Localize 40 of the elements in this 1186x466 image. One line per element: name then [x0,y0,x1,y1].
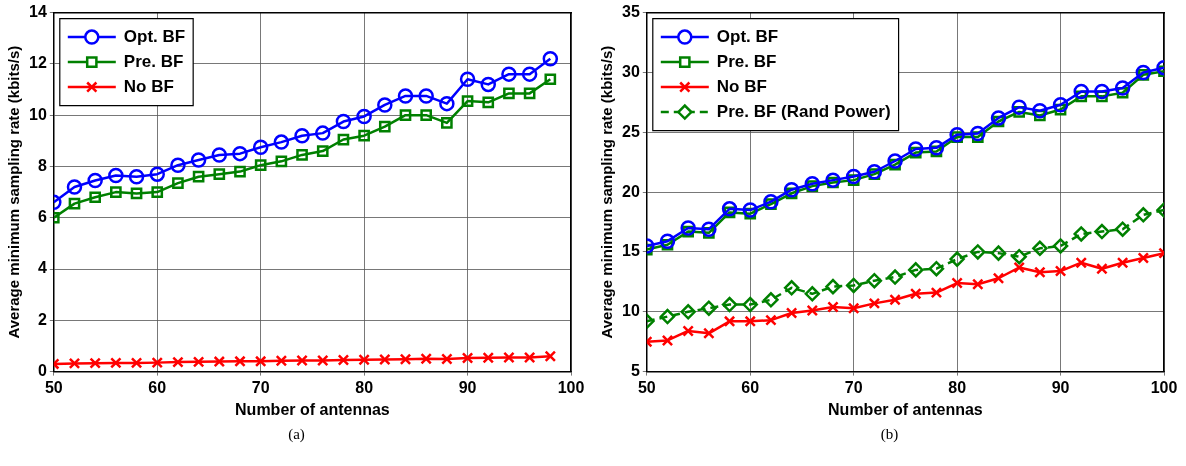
x-axis-title: Number of antennas [235,400,390,418]
x-tick-label: 80 [355,378,374,396]
y-tick-label: 0 [37,362,47,380]
x-axis-title: Number of antennas [828,400,983,418]
legend-label: Pre. BF [716,51,777,71]
y-axis-title: Average minimum sampling rate (kbits/s) [598,45,616,339]
x-tick-label: 100 [557,378,585,396]
y-tick-label: 10 [29,105,47,123]
legend-label: Pre. BF [123,51,184,71]
legend-label: Opt. BF [123,26,186,46]
x-tick-label: 60 [148,378,167,396]
y-tick-label: 10 [622,302,640,320]
text: (b) [879,426,900,443]
x-tick-label: 80 [948,378,967,396]
legend-label: Pre. BF (Rand Power) [716,101,891,121]
x-tick-label: 100 [1150,378,1178,396]
y-tick-label: 5 [630,362,640,380]
y-tick-label: 6 [37,208,47,226]
y-tick-label: 20 [622,182,640,200]
x-tick-label: 70 [251,378,270,396]
y-tick-label: 12 [29,54,47,72]
y-tick-label: 4 [37,259,47,277]
legend-label: Opt. BF [716,26,779,46]
y-tick-label: 8 [37,156,47,174]
y-tick-label: 25 [622,122,640,140]
y-axis-title: Average minimum sampling rate (kbits/s) [5,45,23,339]
x-tick-label: 70 [844,378,863,396]
y-tick-label: 35 [622,3,640,21]
y-tick-label: 15 [622,242,640,260]
legend-label: No BF [123,76,174,96]
x-tick-label: 50 [44,378,63,396]
x-tick-label: 90 [458,378,477,396]
legend-label: No BF [716,76,767,96]
y-tick-label: 30 [622,62,640,80]
y-tick-label: 2 [37,310,47,328]
x-tick-label: 90 [1051,378,1070,396]
y-tick-label: 14 [29,3,47,21]
x-tick-label: 50 [637,378,656,396]
x-tick-label: 60 [741,378,760,396]
text: (a) [287,426,306,443]
